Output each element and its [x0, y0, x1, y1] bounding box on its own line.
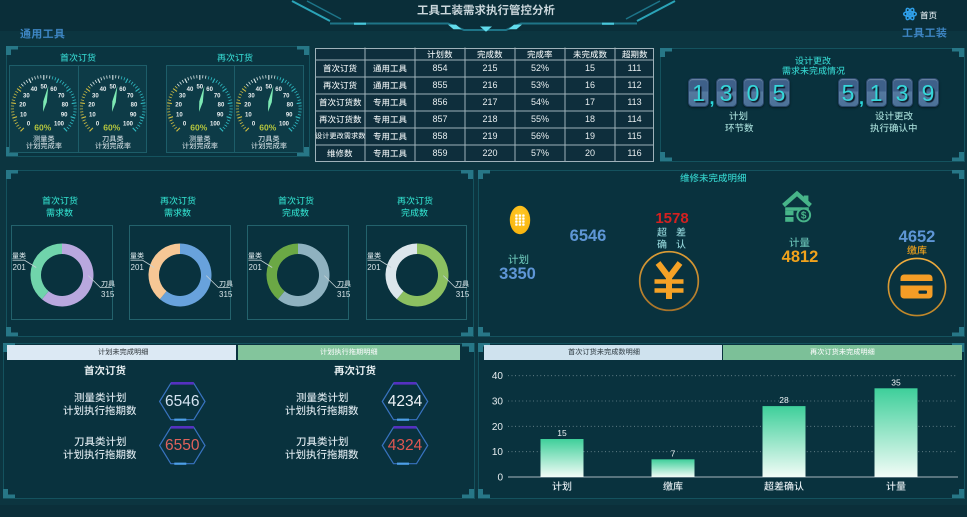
svg-text:40: 40 [30, 86, 37, 92]
svg-text:90: 90 [217, 112, 224, 118]
svg-text:60: 60 [50, 86, 57, 92]
svg-text:30: 30 [92, 93, 99, 99]
svg-text:20: 20 [88, 102, 95, 108]
svg-text:30: 30 [492, 397, 504, 408]
svg-text:100: 100 [122, 121, 133, 127]
svg-text:30: 30 [179, 93, 186, 99]
svg-text:40: 40 [256, 86, 263, 92]
svg-text:28: 28 [779, 395, 789, 405]
svg-text:10: 10 [176, 112, 183, 118]
svg-text:0: 0 [497, 473, 503, 484]
svg-text:20: 20 [19, 102, 26, 108]
svg-text:70: 70 [126, 93, 133, 99]
svg-text:80: 80 [287, 102, 294, 108]
svg-text:10: 10 [492, 447, 504, 458]
svg-text:60%: 60% [34, 122, 51, 132]
svg-text:70: 70 [57, 93, 64, 99]
svg-text:80: 80 [61, 102, 68, 108]
svg-text:0: 0 [95, 121, 99, 127]
svg-text:50: 50 [265, 84, 272, 90]
svg-text:20: 20 [244, 102, 251, 108]
svg-text:60: 60 [275, 86, 282, 92]
svg-text:0: 0 [183, 121, 187, 127]
svg-text:40: 40 [99, 86, 106, 92]
svg-text:80: 80 [218, 102, 225, 108]
svg-text:10: 10 [89, 112, 96, 118]
svg-text:20: 20 [492, 422, 504, 433]
svg-text:90: 90 [129, 112, 136, 118]
svg-text:0: 0 [26, 121, 30, 127]
svg-text:60%: 60% [259, 122, 276, 132]
svg-text:70: 70 [214, 93, 221, 99]
svg-text:100: 100 [279, 121, 290, 127]
svg-text:30: 30 [248, 93, 255, 99]
svg-text:60: 60 [119, 86, 126, 92]
svg-text:60%: 60% [103, 122, 120, 132]
svg-text:60%: 60% [190, 122, 207, 132]
svg-text:40: 40 [492, 371, 504, 382]
svg-text:90: 90 [286, 112, 293, 118]
svg-text:50: 50 [196, 84, 203, 90]
svg-text:40: 40 [187, 86, 194, 92]
svg-text:100: 100 [210, 121, 221, 127]
svg-text:7: 7 [671, 448, 676, 458]
svg-text:35: 35 [891, 377, 901, 387]
svg-text:60: 60 [206, 86, 213, 92]
svg-text:70: 70 [283, 93, 290, 99]
svg-text:$: $ [801, 211, 807, 222]
svg-text:0: 0 [252, 121, 256, 127]
svg-text:80: 80 [130, 102, 137, 108]
svg-text:20: 20 [175, 102, 182, 108]
svg-text:10: 10 [20, 112, 27, 118]
svg-text:50: 50 [109, 84, 116, 90]
svg-text:10: 10 [245, 112, 252, 118]
svg-text:30: 30 [23, 93, 30, 99]
svg-text:100: 100 [53, 121, 64, 127]
svg-text:50: 50 [40, 84, 47, 90]
svg-text:15: 15 [557, 428, 567, 438]
svg-text:90: 90 [60, 112, 67, 118]
